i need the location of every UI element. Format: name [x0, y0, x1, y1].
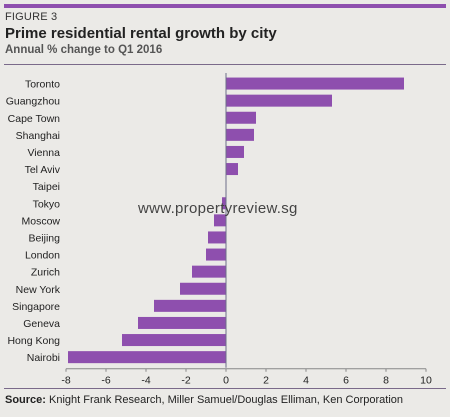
bar [222, 197, 226, 210]
x-tick-label: -8 [61, 375, 70, 387]
x-tick-label: 8 [383, 375, 389, 387]
city-label: Tel Aviv [25, 164, 61, 176]
bar [68, 351, 226, 364]
x-tick-label: 6 [343, 375, 349, 387]
top-accent-bar [4, 4, 446, 8]
source-note: Source: Knight Frank Research, Miller Sa… [5, 394, 403, 406]
x-tick-label: 2 [263, 375, 269, 387]
city-label: Tokyo [33, 198, 61, 210]
city-label: Guangzhou [6, 96, 60, 108]
bar [226, 163, 238, 176]
x-tick-label: -4 [141, 375, 150, 387]
bar [226, 111, 256, 124]
figure-label: FIGURE 3 [5, 11, 58, 23]
x-tick-label: 10 [420, 375, 432, 387]
x-tick-label: -2 [181, 375, 190, 387]
chart-subtitle: Annual % change to Q1 2016 [5, 44, 163, 56]
city-label: Zurich [31, 267, 60, 279]
bar [180, 282, 226, 295]
bar [208, 231, 226, 244]
bar [226, 94, 332, 107]
source-text: Knight Frank Research, Miller Samuel/Dou… [49, 394, 404, 406]
bar [226, 128, 254, 141]
footer-divider [4, 388, 446, 389]
watermark-text: www.propertyreview.sg [138, 200, 298, 217]
city-label: Singapore [12, 301, 60, 313]
city-label: Shanghai [16, 130, 60, 142]
bar [226, 145, 244, 158]
x-tick-label: 4 [303, 375, 309, 387]
city-label: Taipei [33, 181, 60, 193]
city-label: Nairobi [27, 352, 60, 364]
bar [154, 299, 226, 312]
x-tick-label: 0 [223, 375, 229, 387]
bar [192, 265, 226, 278]
bar [206, 248, 226, 261]
bar [226, 77, 404, 90]
bar [138, 316, 226, 329]
bar [122, 334, 226, 347]
header-divider [4, 64, 446, 65]
city-label: Hong Kong [7, 335, 60, 347]
chart-title: Prime residential rental growth by city [5, 25, 277, 42]
source-label: Source: [5, 394, 46, 406]
city-label: Moscow [21, 215, 60, 227]
city-label: Cape Town [8, 113, 61, 125]
city-label: Vienna [27, 147, 60, 159]
city-label: London [25, 250, 60, 262]
city-label: Toronto [25, 79, 60, 91]
city-label: Beijing [28, 232, 60, 244]
city-label: Geneva [23, 318, 60, 330]
bar [214, 214, 226, 227]
x-tick-label: -6 [101, 375, 110, 387]
city-label: New York [16, 284, 61, 296]
